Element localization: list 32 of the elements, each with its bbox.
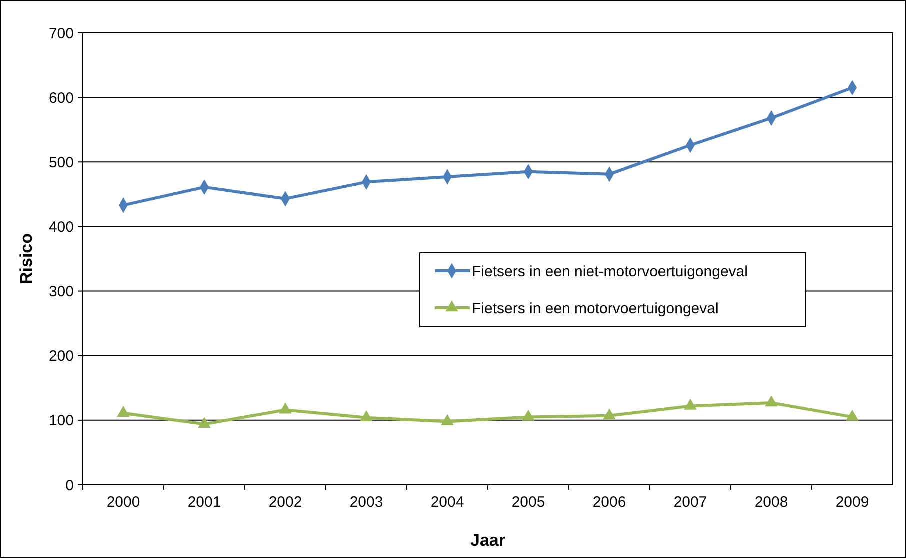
x-tick-label: 2006 xyxy=(592,494,626,511)
y-tick-label: 0 xyxy=(66,477,74,494)
y-tick-label: 100 xyxy=(48,412,74,430)
x-tick-label: 2008 xyxy=(754,494,788,511)
point xyxy=(846,410,859,421)
point xyxy=(360,410,373,422)
legend-label: Fietsers in een motorvoertuigongeval xyxy=(472,300,719,318)
point xyxy=(684,398,697,410)
x-tick-label: 2000 xyxy=(106,494,140,511)
x-tick-label: 2009 xyxy=(836,494,870,511)
x-tick-label: 2004 xyxy=(430,494,464,511)
point xyxy=(198,416,211,428)
point xyxy=(117,406,130,417)
y-tick-label: 300 xyxy=(48,284,74,301)
x-tick-label: 2003 xyxy=(350,494,384,511)
y-tick-label: 500 xyxy=(48,154,74,172)
y-tick-label: 600 xyxy=(48,90,74,107)
x-tick-label: 2002 xyxy=(268,494,302,511)
point xyxy=(279,402,292,414)
point xyxy=(765,396,778,407)
y-tick-label: 400 xyxy=(48,218,74,236)
legend-label: Fietsers in een niet-motorvoertuigongeval xyxy=(472,263,748,280)
y-axis-title: Risico xyxy=(17,233,36,285)
point xyxy=(603,408,616,420)
x-axis-title: Jaar xyxy=(470,531,506,550)
y-tick-label: 700 xyxy=(48,25,74,42)
x-tick-label: 2007 xyxy=(674,494,708,511)
point xyxy=(441,414,454,426)
x-tick-label: 2005 xyxy=(512,494,546,511)
point xyxy=(522,410,535,421)
y-tick-label: 200 xyxy=(48,348,74,366)
x-tick-label: 2001 xyxy=(188,494,222,511)
